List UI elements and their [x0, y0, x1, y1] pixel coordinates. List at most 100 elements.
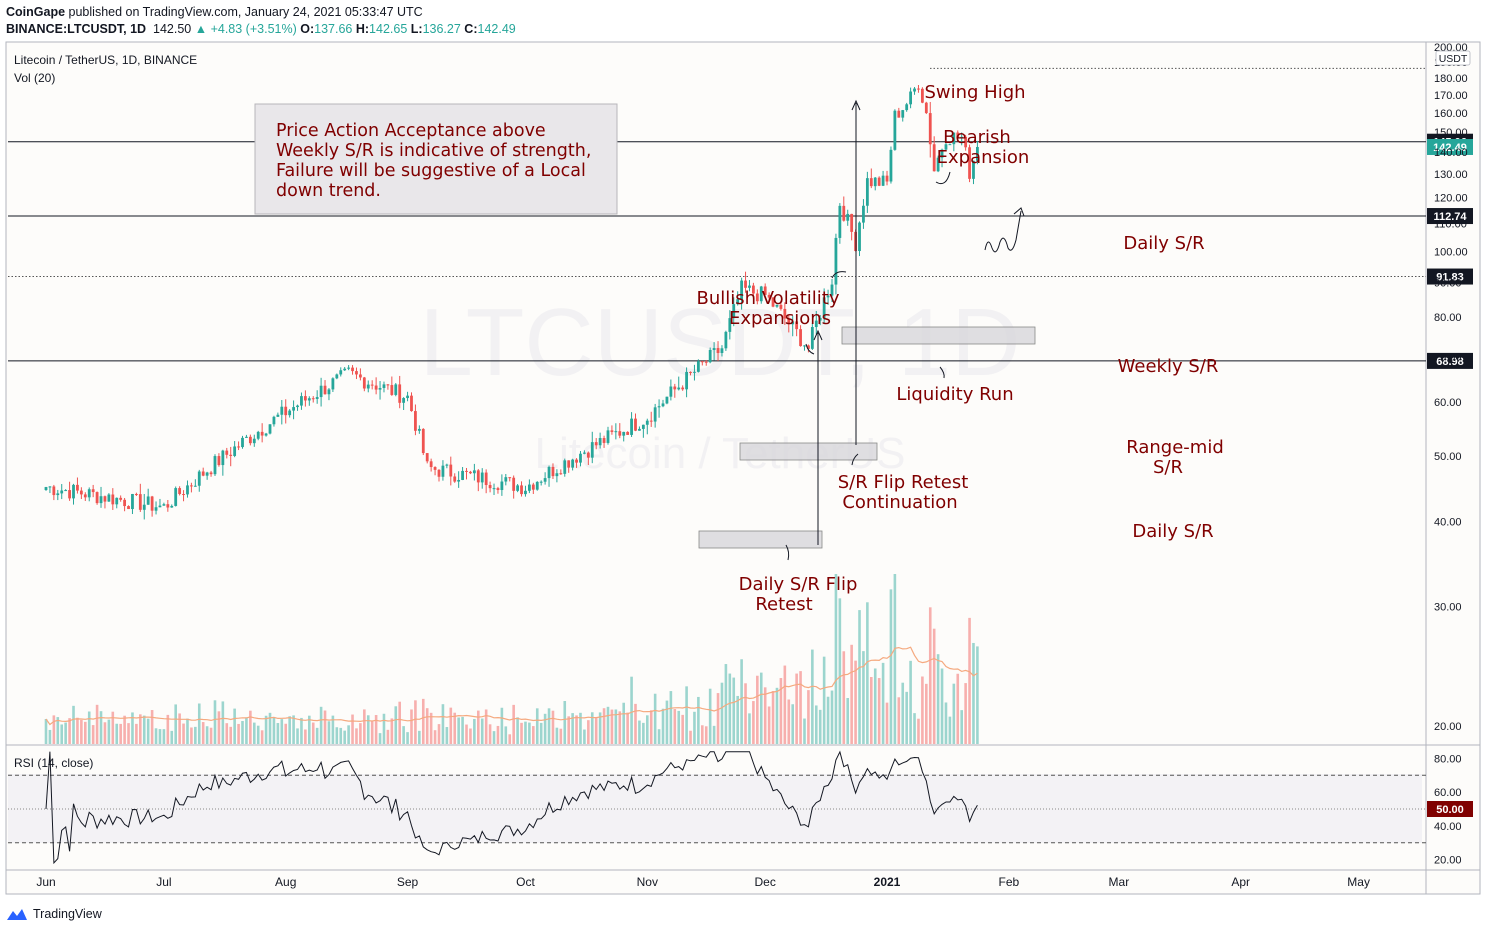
- volume-bar: [610, 709, 614, 744]
- candle-body: [728, 318, 732, 332]
- volume-bar: [779, 678, 783, 744]
- volume-bar: [477, 710, 480, 744]
- time-tick-label: Feb: [999, 875, 1020, 889]
- candle-body: [807, 345, 810, 349]
- candle-body: [539, 481, 543, 483]
- candle-body: [626, 431, 630, 435]
- pointer-arrow: [935, 171, 951, 185]
- candle-body: [174, 488, 178, 506]
- candle-body: [677, 387, 681, 390]
- candle-body: [913, 88, 916, 92]
- candle-body: [433, 467, 437, 470]
- candle-body: [535, 481, 539, 490]
- candle-body: [296, 405, 299, 408]
- candle-body: [500, 481, 504, 491]
- publisher-name[interactable]: CoinGape: [6, 5, 66, 19]
- candle-body: [830, 284, 834, 296]
- volume-bar: [822, 656, 826, 744]
- candle-body: [398, 384, 402, 403]
- candle-body: [56, 493, 60, 496]
- volume-bar: [626, 712, 629, 744]
- candle-body: [60, 490, 64, 494]
- candle-body: [300, 396, 303, 406]
- volume-bar: [166, 714, 170, 744]
- candle-body: [146, 496, 150, 505]
- volume-bar: [925, 683, 928, 744]
- footer-brand[interactable]: TradingView: [6, 903, 102, 925]
- candle-body: [693, 371, 696, 373]
- volume-bar: [429, 712, 433, 744]
- sr-flip-label: S/R Flip Retest: [838, 472, 969, 493]
- volume-bar: [630, 676, 633, 744]
- volume-bar: [842, 651, 846, 744]
- volume-bar: [174, 704, 177, 744]
- candle-body: [425, 453, 429, 462]
- candle-body: [665, 396, 669, 404]
- volume-bar: [834, 574, 838, 744]
- currency-badge[interactable]: [1435, 50, 1471, 66]
- volume-bar: [791, 704, 794, 744]
- projection-arrow-head: [1013, 207, 1025, 217]
- candle-body: [516, 485, 519, 491]
- daily-flip-label: Retest: [755, 594, 812, 615]
- candle-body: [799, 329, 802, 347]
- price-tick-label: 50.00: [1434, 451, 1462, 463]
- rsi-line: [45, 750, 978, 865]
- volume-bar: [885, 702, 889, 744]
- last-price-badge: [1427, 138, 1473, 155]
- symbol-legend[interactable]: Litecoin / TetherUS, 1D, BINANCE: [14, 53, 197, 67]
- rsi-series: 50.00: [8, 750, 1473, 865]
- candle-body: [119, 497, 123, 500]
- volume-bar: [127, 723, 130, 744]
- close-label: C:: [464, 22, 478, 36]
- candle-body: [551, 466, 555, 477]
- volume-bar: [524, 721, 527, 744]
- volume-bar: [366, 715, 370, 744]
- candle-body: [838, 205, 842, 238]
- volume-bar: [732, 677, 736, 744]
- volume-bar: [323, 710, 327, 744]
- rsi-tick-label: 60.00: [1434, 787, 1462, 799]
- candle-body: [217, 456, 221, 466]
- volume-bar: [300, 717, 303, 744]
- published-text: published on TradingView.com, January 24…: [68, 5, 423, 19]
- volume-bar: [233, 708, 236, 744]
- candle-body: [276, 414, 280, 417]
- volume-bar: [649, 710, 653, 744]
- time-tick-label: 2021: [874, 875, 901, 889]
- candle-body: [645, 420, 649, 425]
- time-axis[interactable]: Jun Jul Aug Sep Oct Nov Dec 2021 Feb Mar Apr May: [36, 875, 1370, 889]
- candle-body: [818, 317, 822, 321]
- candle-body: [606, 430, 610, 443]
- candle-body: [201, 471, 205, 476]
- volume-bar: [256, 725, 260, 744]
- chart-header: CoinGape published on TradingView.com, J…: [0, 0, 1487, 40]
- volume-bar: [103, 722, 107, 744]
- volume-bar: [402, 726, 405, 744]
- volume-bar: [311, 722, 315, 744]
- candle-body: [480, 472, 484, 483]
- volume-bar: [964, 683, 967, 744]
- candle-body: [928, 113, 932, 145]
- candle-body: [893, 110, 897, 150]
- candle-body: [976, 146, 979, 161]
- candle-body: [366, 384, 370, 389]
- candle-body: [386, 384, 390, 386]
- volume-bar: [359, 723, 362, 744]
- candle-body: [162, 504, 166, 506]
- volume-legend[interactable]: Vol (20): [14, 71, 55, 85]
- candle-body: [685, 371, 688, 390]
- candle-body: [653, 407, 657, 422]
- volume-bar: [583, 729, 586, 744]
- rsi-legend[interactable]: RSI (14, close): [14, 756, 93, 770]
- candle-body: [311, 398, 315, 400]
- volume-bar: [716, 693, 720, 744]
- publisher-line: CoinGape published on TradingView.com, J…: [6, 5, 423, 19]
- volume-bar: [331, 715, 335, 744]
- volume-bar: [913, 713, 916, 744]
- candle-body: [724, 331, 728, 349]
- volume-bar: [685, 686, 688, 744]
- price-tick-label: 30.00: [1434, 601, 1462, 613]
